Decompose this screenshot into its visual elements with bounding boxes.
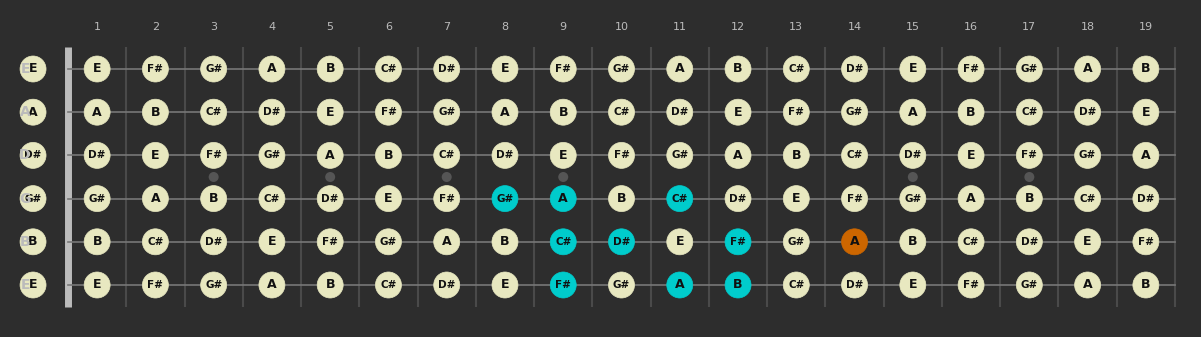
Text: E: E	[501, 62, 509, 75]
Text: 16: 16	[964, 22, 978, 32]
Text: B: B	[967, 106, 976, 119]
Text: G#: G#	[613, 64, 631, 74]
Text: A: A	[1083, 278, 1093, 292]
Text: C#: C#	[963, 237, 979, 247]
Text: C#: C#	[148, 237, 163, 247]
Circle shape	[84, 272, 110, 298]
Circle shape	[492, 99, 518, 125]
Circle shape	[842, 272, 867, 298]
Text: G#: G#	[263, 150, 281, 160]
Text: E: E	[92, 278, 101, 292]
Circle shape	[958, 99, 984, 125]
Circle shape	[20, 99, 46, 125]
Text: C#: C#	[788, 64, 805, 74]
Circle shape	[783, 186, 809, 212]
Text: 7: 7	[443, 22, 450, 32]
Circle shape	[609, 186, 634, 212]
Text: F#: F#	[614, 150, 629, 160]
Text: G#: G#	[380, 237, 398, 247]
Text: D#: D#	[322, 193, 339, 204]
Text: B: B	[734, 62, 742, 75]
Text: 9: 9	[560, 22, 567, 32]
Text: E: E	[92, 62, 101, 75]
Text: 8: 8	[501, 22, 508, 32]
Text: E: E	[967, 149, 975, 162]
Text: A: A	[325, 149, 335, 162]
Text: A: A	[1083, 62, 1093, 75]
Circle shape	[550, 56, 576, 82]
Text: C#: C#	[1080, 193, 1095, 204]
Text: E: E	[1142, 106, 1151, 119]
Text: A: A	[734, 149, 743, 162]
Text: A: A	[500, 106, 509, 119]
Text: A: A	[267, 62, 276, 75]
Text: 19: 19	[1139, 22, 1153, 32]
Text: E: E	[20, 278, 30, 292]
Circle shape	[84, 186, 110, 212]
Text: E: E	[501, 278, 509, 292]
Circle shape	[209, 172, 219, 182]
Text: 1: 1	[94, 22, 101, 32]
Circle shape	[492, 186, 518, 212]
Circle shape	[376, 99, 401, 125]
Circle shape	[725, 143, 751, 168]
Circle shape	[317, 99, 343, 125]
Text: 10: 10	[615, 22, 628, 32]
Circle shape	[550, 229, 576, 255]
Text: 13: 13	[789, 22, 803, 32]
Circle shape	[143, 56, 168, 82]
Circle shape	[143, 229, 168, 255]
Text: D#: D#	[24, 150, 42, 160]
Circle shape	[900, 99, 926, 125]
Text: G#: G#	[205, 64, 222, 74]
Circle shape	[434, 186, 460, 212]
Circle shape	[1016, 272, 1042, 298]
Circle shape	[1075, 229, 1100, 255]
Text: D#: D#	[438, 64, 455, 74]
Text: B: B	[501, 235, 509, 248]
Text: B: B	[1024, 192, 1034, 205]
Text: D#: D#	[1021, 237, 1038, 247]
Circle shape	[842, 186, 867, 212]
Circle shape	[1133, 272, 1159, 298]
Text: D#: D#	[205, 237, 222, 247]
Circle shape	[259, 186, 285, 212]
Text: A: A	[92, 106, 102, 119]
Circle shape	[667, 272, 693, 298]
Text: D#: D#	[846, 280, 864, 290]
Text: D#: D#	[613, 237, 631, 247]
Text: G#: G#	[438, 107, 455, 117]
Text: C#: C#	[614, 107, 629, 117]
Circle shape	[958, 229, 984, 255]
Circle shape	[667, 99, 693, 125]
Text: E: E	[734, 106, 742, 119]
Circle shape	[550, 272, 576, 298]
Circle shape	[900, 229, 926, 255]
Circle shape	[143, 99, 168, 125]
Circle shape	[143, 186, 168, 212]
Circle shape	[609, 272, 634, 298]
Circle shape	[609, 99, 634, 125]
Circle shape	[1016, 186, 1042, 212]
Text: 12: 12	[731, 22, 745, 32]
Text: A: A	[19, 105, 30, 119]
Text: D: D	[19, 148, 31, 162]
Circle shape	[1133, 229, 1159, 255]
Circle shape	[259, 272, 285, 298]
Text: D#: D#	[846, 64, 864, 74]
Circle shape	[201, 143, 227, 168]
Text: C#: C#	[381, 64, 396, 74]
Circle shape	[609, 229, 634, 255]
Circle shape	[1075, 99, 1100, 125]
Text: G#: G#	[671, 150, 688, 160]
Circle shape	[783, 99, 809, 125]
Text: D#: D#	[904, 150, 921, 160]
Text: 11: 11	[673, 22, 687, 32]
Circle shape	[143, 272, 168, 298]
Text: D#: D#	[496, 150, 514, 160]
Text: B: B	[325, 62, 335, 75]
Circle shape	[376, 56, 401, 82]
Text: F#: F#	[847, 193, 862, 204]
Circle shape	[1133, 186, 1159, 212]
